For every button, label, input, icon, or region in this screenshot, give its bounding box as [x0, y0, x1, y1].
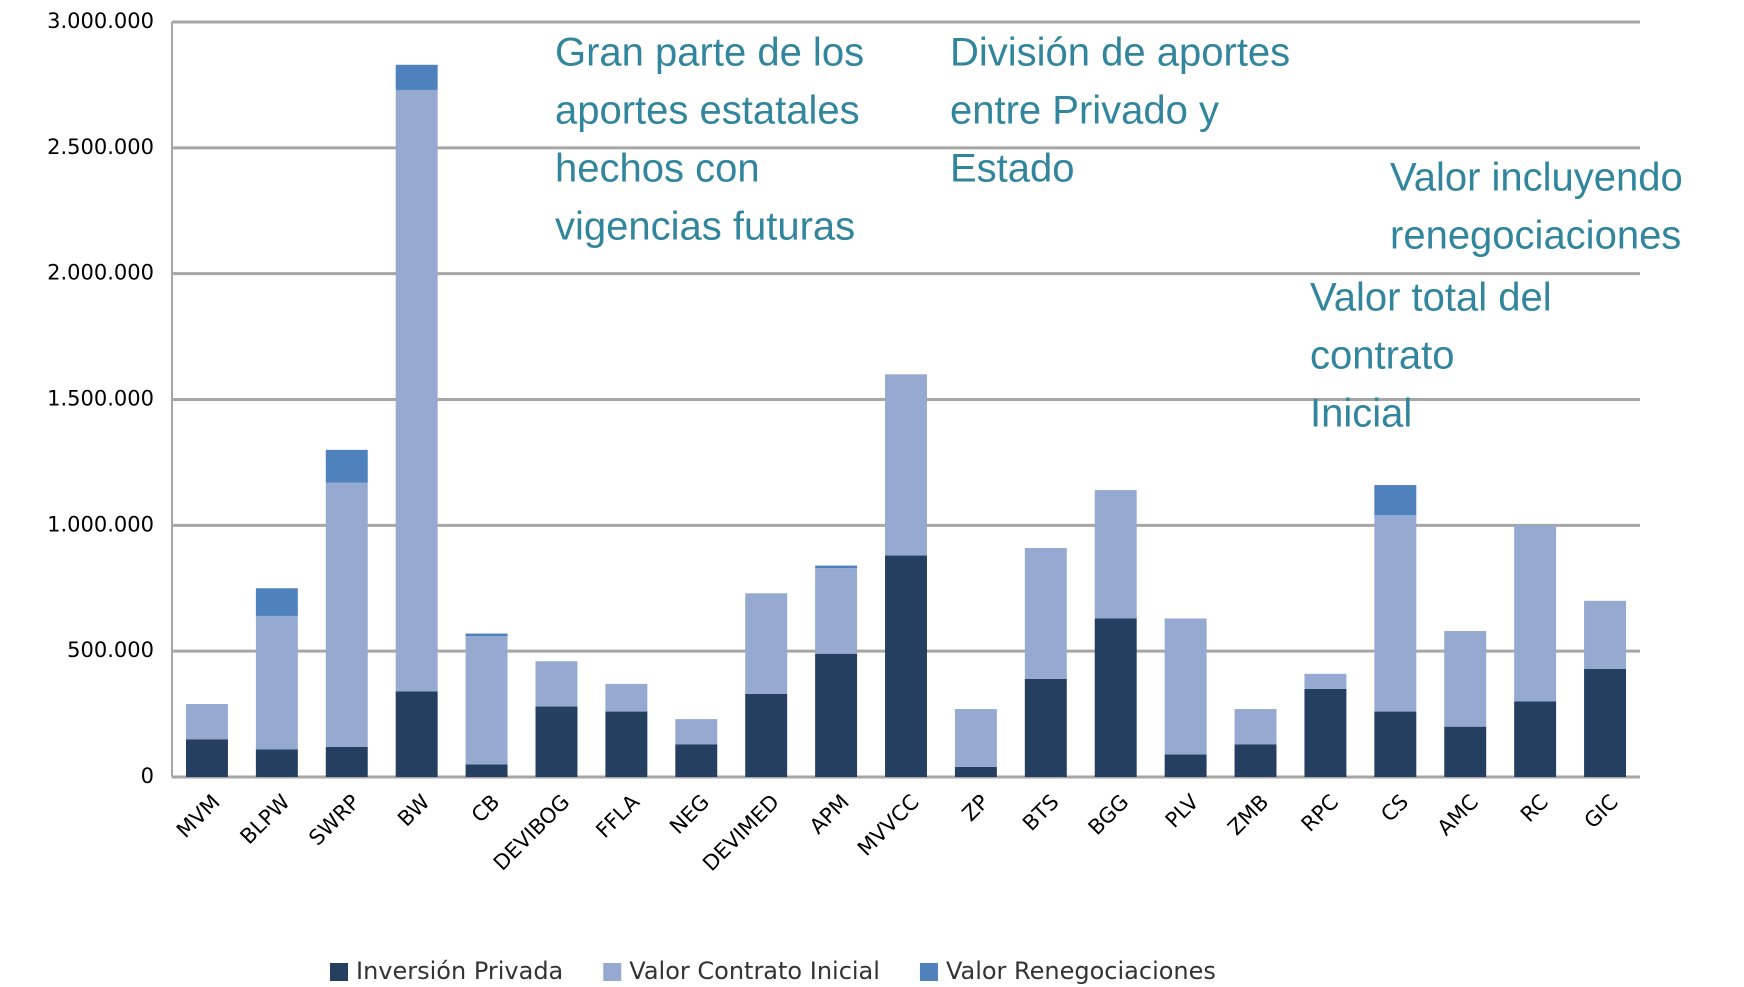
bar-segment: [535, 661, 578, 707]
y-tick-label: 0: [141, 764, 154, 788]
bar-segment: [1444, 631, 1487, 727]
x-tick-label: CS: [1376, 790, 1413, 827]
x-tick-label: BTS: [1018, 790, 1064, 836]
bar-segment: [675, 719, 718, 745]
bar-segment: [325, 746, 368, 777]
x-tick-label: BGG: [1084, 790, 1134, 840]
bar-segment: [815, 568, 858, 654]
x-tick-label: BLPW: [236, 790, 295, 849]
bar-segment: [255, 615, 298, 750]
bar-segment: [535, 706, 578, 777]
legend-label: Valor Contrato Inicial: [629, 957, 880, 985]
annotation: renegociaciones: [1390, 214, 1681, 258]
bar-segment: [1024, 678, 1067, 777]
annotation: División de aportes: [950, 31, 1290, 75]
bar-segment: [1374, 515, 1417, 712]
x-tick-label: CB: [467, 790, 505, 828]
bar-segment: [1234, 744, 1277, 777]
x-tick-label: APM: [805, 790, 854, 839]
annotation: Inicial: [1310, 392, 1412, 436]
legend: Inversión Privada Valor Contrato Inicial V…: [330, 957, 1216, 985]
x-tick-label: RC: [1516, 790, 1553, 827]
bar-segment: [465, 633, 508, 637]
bar-segment: [745, 593, 788, 694]
y-tick-label: 3.000.000: [47, 9, 154, 33]
bar-segment: [325, 482, 368, 747]
annotation: vigencias futuras: [555, 205, 855, 249]
x-tick-label: ZP: [958, 790, 994, 826]
annotation: Valor incluyendo: [1390, 156, 1683, 200]
x-tick-label: SWRP: [304, 790, 364, 850]
bar-segment: [605, 711, 648, 777]
bar-segment: [1374, 711, 1417, 777]
y-tick-label: 1.000.000: [47, 512, 154, 536]
x-tick-label: GIC: [1580, 790, 1623, 833]
bar-segment: [1234, 709, 1277, 745]
annotation: hechos con: [555, 147, 760, 191]
annotation: aportes estatales: [555, 89, 860, 133]
bar-segment: [675, 744, 718, 777]
bar-segment: [954, 766, 997, 777]
bar-segment: [1304, 688, 1347, 777]
y-tick-label: 1.500.000: [47, 387, 154, 411]
bar-segment: [954, 709, 997, 767]
annotation: Estado: [950, 147, 1075, 191]
bar-segment: [1164, 618, 1207, 755]
bar-segment: [815, 565, 858, 569]
x-tick-label: PLV: [1161, 789, 1204, 832]
bar-segment: [1374, 485, 1417, 516]
annotation: contrato: [1310, 334, 1455, 378]
bar-segment: [1094, 618, 1137, 777]
bar-segment: [1514, 525, 1557, 702]
annotation: entre Privado y: [950, 89, 1219, 133]
bar-segment: [185, 739, 228, 777]
bar-segment: [395, 64, 438, 90]
bar-segment: [255, 749, 298, 777]
x-tick-label: AMC: [1433, 790, 1483, 840]
x-tick-label: MVM: [172, 790, 225, 843]
bar-segment: [1304, 673, 1347, 689]
bar-segment: [1584, 600, 1627, 669]
legend-label: Valor Renegociaciones: [946, 957, 1216, 985]
x-tick-label: BW: [393, 790, 434, 831]
legend-swatch: [603, 963, 622, 981]
bar-segment: [185, 704, 228, 740]
y-tick-label: 2.500.000: [47, 135, 154, 159]
x-tick-label: RPC: [1297, 790, 1344, 837]
x-tick-label: DEVIMED: [698, 790, 784, 876]
bar-segment: [1024, 547, 1067, 679]
x-tick-label: NEG: [665, 790, 714, 839]
x-tick-label: DEVIBOG: [489, 790, 574, 875]
legend-swatch: [330, 963, 348, 981]
bar-segment: [325, 449, 368, 483]
annotation: Gran parte de los: [555, 31, 864, 75]
bar-segment: [1514, 701, 1557, 777]
bar-segment: [1584, 668, 1627, 777]
bar-segment: [745, 693, 788, 777]
y-tick-label: 2.000.000: [47, 261, 154, 285]
x-tick-label: ZMB: [1223, 790, 1273, 840]
legend-label: Inversión Privada: [356, 957, 563, 985]
bar-segment: [885, 374, 927, 556]
annotation: Valor total del: [1310, 276, 1552, 320]
bar-segment: [605, 683, 648, 712]
legend-swatch: [919, 963, 938, 981]
bar-segment: [1444, 726, 1487, 777]
bar-segment: [815, 653, 858, 777]
bar-segment: [465, 764, 508, 777]
bar-segment: [885, 555, 927, 777]
bar-segment: [465, 636, 508, 765]
bar-segment: [395, 89, 438, 692]
x-tick-label: MVVCC: [853, 790, 924, 861]
y-tick-label: 500.000: [67, 638, 154, 662]
bar-segment: [1094, 490, 1137, 619]
bar-segment: [255, 588, 298, 616]
x-tick-label: FFLA: [591, 789, 644, 842]
bar-segment: [1164, 754, 1207, 777]
bar-segment: [395, 691, 438, 777]
